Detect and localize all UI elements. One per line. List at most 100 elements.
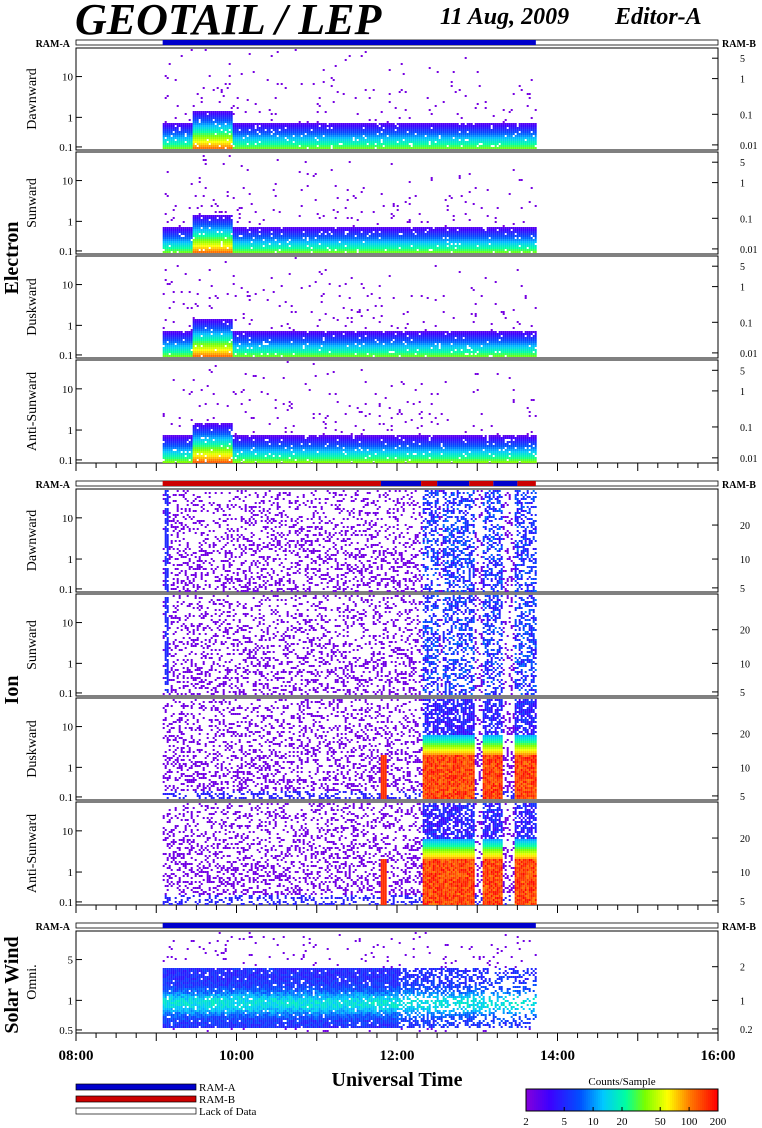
heatmap-cell bbox=[243, 127, 245, 129]
heatmap-cell bbox=[271, 135, 273, 137]
heatmap-cell bbox=[181, 145, 183, 147]
heatmap-cell bbox=[213, 117, 215, 119]
heatmap-cell bbox=[225, 119, 227, 121]
heatmap-cell bbox=[181, 129, 183, 131]
heatmap-cell bbox=[287, 143, 289, 145]
heatmap-cell bbox=[179, 145, 181, 147]
heatmap-cell bbox=[233, 123, 235, 125]
heatmap-cell bbox=[267, 79, 269, 81]
heatmap-cell bbox=[197, 141, 199, 143]
heatmap-cell bbox=[207, 123, 209, 125]
heatmap-cell bbox=[177, 143, 179, 145]
heatmap-cell bbox=[201, 129, 203, 131]
heatmap-cell bbox=[235, 147, 237, 149]
heatmap-cell bbox=[305, 135, 307, 137]
heatmap-cell bbox=[295, 137, 297, 139]
heatmap-cell bbox=[215, 127, 217, 129]
heatmap-cell bbox=[271, 125, 273, 127]
heatmap-cell bbox=[175, 147, 177, 149]
heatmap-cell bbox=[227, 87, 229, 89]
heatmap-cell bbox=[317, 131, 319, 133]
heatmap-cell bbox=[253, 141, 255, 143]
heatmap-cell bbox=[315, 125, 317, 127]
heatmap-cell bbox=[201, 97, 203, 99]
heatmap-cell bbox=[225, 111, 227, 113]
heatmap-cell bbox=[285, 129, 287, 131]
heatmap-cell bbox=[213, 115, 215, 117]
heatmap-cell bbox=[179, 131, 181, 133]
heatmap-cell bbox=[265, 131, 267, 133]
heatmap-cell bbox=[207, 129, 209, 131]
heatmap-cell bbox=[211, 127, 213, 129]
heatmap-cell bbox=[271, 55, 273, 57]
heatmap-cell bbox=[195, 111, 197, 113]
heatmap-cell bbox=[207, 111, 209, 113]
heatmap-cell bbox=[235, 133, 237, 135]
heatmap-cell bbox=[163, 127, 165, 129]
heatmap-cell bbox=[175, 123, 177, 125]
heatmap-cell bbox=[277, 83, 279, 85]
heatmap-cell bbox=[267, 141, 269, 143]
heatmap-cell bbox=[241, 145, 243, 147]
heatmap-cell bbox=[213, 135, 215, 137]
heatmap-cell bbox=[251, 143, 253, 145]
heatmap-cell bbox=[277, 129, 279, 131]
heatmap-cell bbox=[311, 143, 313, 145]
heatmap-cell bbox=[233, 147, 235, 149]
heatmap-cell bbox=[209, 117, 211, 119]
heatmap-cell bbox=[287, 127, 289, 129]
heatmap-cell bbox=[231, 107, 233, 109]
heatmap-cell bbox=[165, 139, 167, 141]
heatmap-cell bbox=[313, 131, 315, 133]
heatmap-cell bbox=[165, 147, 167, 149]
heatmap-cell bbox=[193, 117, 195, 119]
heatmap-cell bbox=[225, 113, 227, 115]
heatmap-cell bbox=[165, 131, 167, 133]
heatmap-cell bbox=[235, 143, 237, 145]
heatmap-cell bbox=[297, 147, 299, 149]
heatmap-cell bbox=[295, 135, 297, 137]
heatmap-cell bbox=[289, 127, 291, 129]
heatmap-cell bbox=[297, 137, 299, 139]
heatmap-cell bbox=[307, 125, 309, 127]
heatmap-cell bbox=[263, 143, 265, 145]
heatmap-cell bbox=[191, 123, 193, 125]
heatmap-cell bbox=[221, 113, 223, 115]
heatmap-cell bbox=[283, 131, 285, 133]
heatmap-cell bbox=[315, 139, 317, 141]
heatmap-cell bbox=[309, 147, 311, 149]
heatmap-cell bbox=[299, 133, 301, 135]
heatmap-cell bbox=[193, 127, 195, 129]
heatmap-cell bbox=[239, 137, 241, 139]
heatmap-cell bbox=[193, 113, 195, 115]
heatmap-cell bbox=[189, 145, 191, 147]
heatmap-cell bbox=[317, 111, 319, 113]
heatmap-cell bbox=[173, 135, 175, 137]
heatmap-cell bbox=[211, 147, 213, 149]
heatmap-cell bbox=[169, 125, 171, 127]
heatmap-cell bbox=[207, 125, 209, 127]
heatmap-cell bbox=[229, 143, 231, 145]
heatmap-cell bbox=[275, 143, 277, 145]
heatmap-cell bbox=[205, 119, 207, 121]
heatmap-cell bbox=[281, 123, 283, 125]
heatmap-cell bbox=[229, 137, 231, 139]
heatmap-cell bbox=[211, 137, 213, 139]
heatmap-cell bbox=[279, 143, 281, 145]
heatmap-cell bbox=[251, 139, 253, 141]
heatmap-cell bbox=[231, 117, 233, 119]
heatmap-cell bbox=[281, 127, 283, 129]
heatmap-cell bbox=[291, 131, 293, 133]
heatmap-cell bbox=[249, 125, 251, 127]
heatmap-cell bbox=[167, 125, 169, 127]
heatmap-cell bbox=[195, 129, 197, 131]
heatmap-cell bbox=[197, 117, 199, 119]
heatmap-cell bbox=[199, 131, 201, 133]
heatmap-cell bbox=[179, 123, 181, 125]
heatmap-cell bbox=[313, 147, 315, 149]
heatmap-cell bbox=[275, 133, 277, 135]
heatmap-cell bbox=[193, 121, 195, 123]
heatmap-cell bbox=[277, 131, 279, 133]
heatmap-cell bbox=[273, 137, 275, 139]
heatmap-cell bbox=[293, 145, 295, 147]
